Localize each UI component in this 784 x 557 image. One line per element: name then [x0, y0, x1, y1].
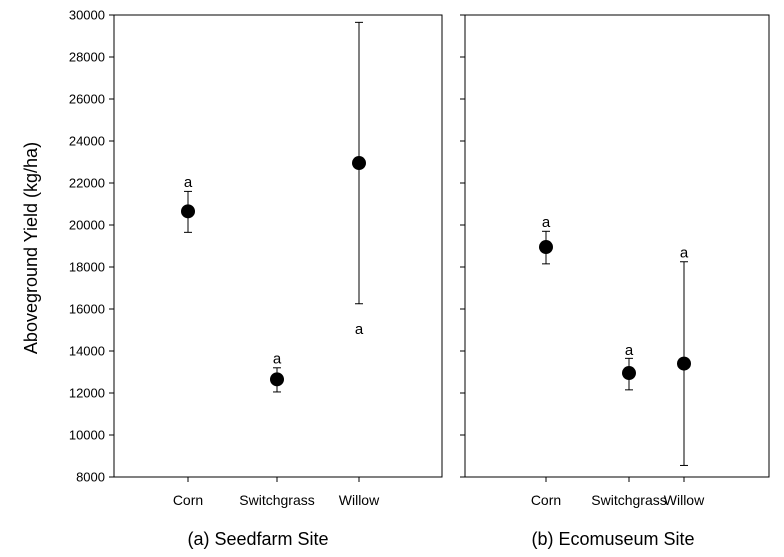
y-tick-label: 20000 [69, 218, 105, 233]
data-point [352, 156, 366, 171]
panel-title: (b) Ecomuseum Site [531, 529, 694, 549]
x-tick-label: Switchgrass [591, 492, 666, 508]
data-point [677, 356, 691, 371]
y-tick-label: 8000 [76, 470, 105, 485]
significance-label: a [625, 342, 634, 359]
panel-title: (a) Seedfarm Site [187, 529, 328, 549]
y-tick-label: 10000 [69, 428, 105, 443]
panel-a: 8000 10000 12000 14000 16000 18000 20000 22000 2… [69, 8, 443, 549]
x-tick-label: Corn [173, 492, 203, 508]
y-tick-label: 30000 [69, 8, 105, 23]
y-axis-label: Aboveground Yield (kg/ha) [21, 142, 41, 354]
plot-frame [464, 14, 770, 478]
x-tick-label: Corn [531, 492, 561, 508]
y-tick-label: 12000 [69, 386, 105, 401]
y-tick-label: 14000 [69, 344, 105, 359]
y-tick-label: 28000 [69, 50, 105, 65]
data-point [539, 240, 553, 255]
x-tick-label: Switchgrass [239, 492, 314, 508]
y-tick-label: 26000 [69, 92, 105, 107]
significance-label: a [680, 244, 689, 261]
significance-label: a [355, 321, 364, 338]
data-point [181, 204, 195, 219]
panels: 8000 10000 12000 14000 16000 18000 20000 22000 2… [69, 8, 770, 549]
data-point [270, 372, 284, 387]
significance-label: a [542, 214, 551, 231]
y-tick-label: 22000 [69, 176, 105, 191]
x-tick-label: Willow [664, 492, 705, 508]
y-tick-label: 18000 [69, 260, 105, 275]
data-point [622, 366, 636, 381]
x-tick-label: Willow [339, 492, 380, 508]
plot-frame [113, 14, 443, 478]
y-tick-label: 24000 [69, 134, 105, 149]
significance-label: a [184, 174, 193, 191]
significance-label: a [273, 350, 282, 367]
y-tick-label: 16000 [69, 302, 105, 317]
